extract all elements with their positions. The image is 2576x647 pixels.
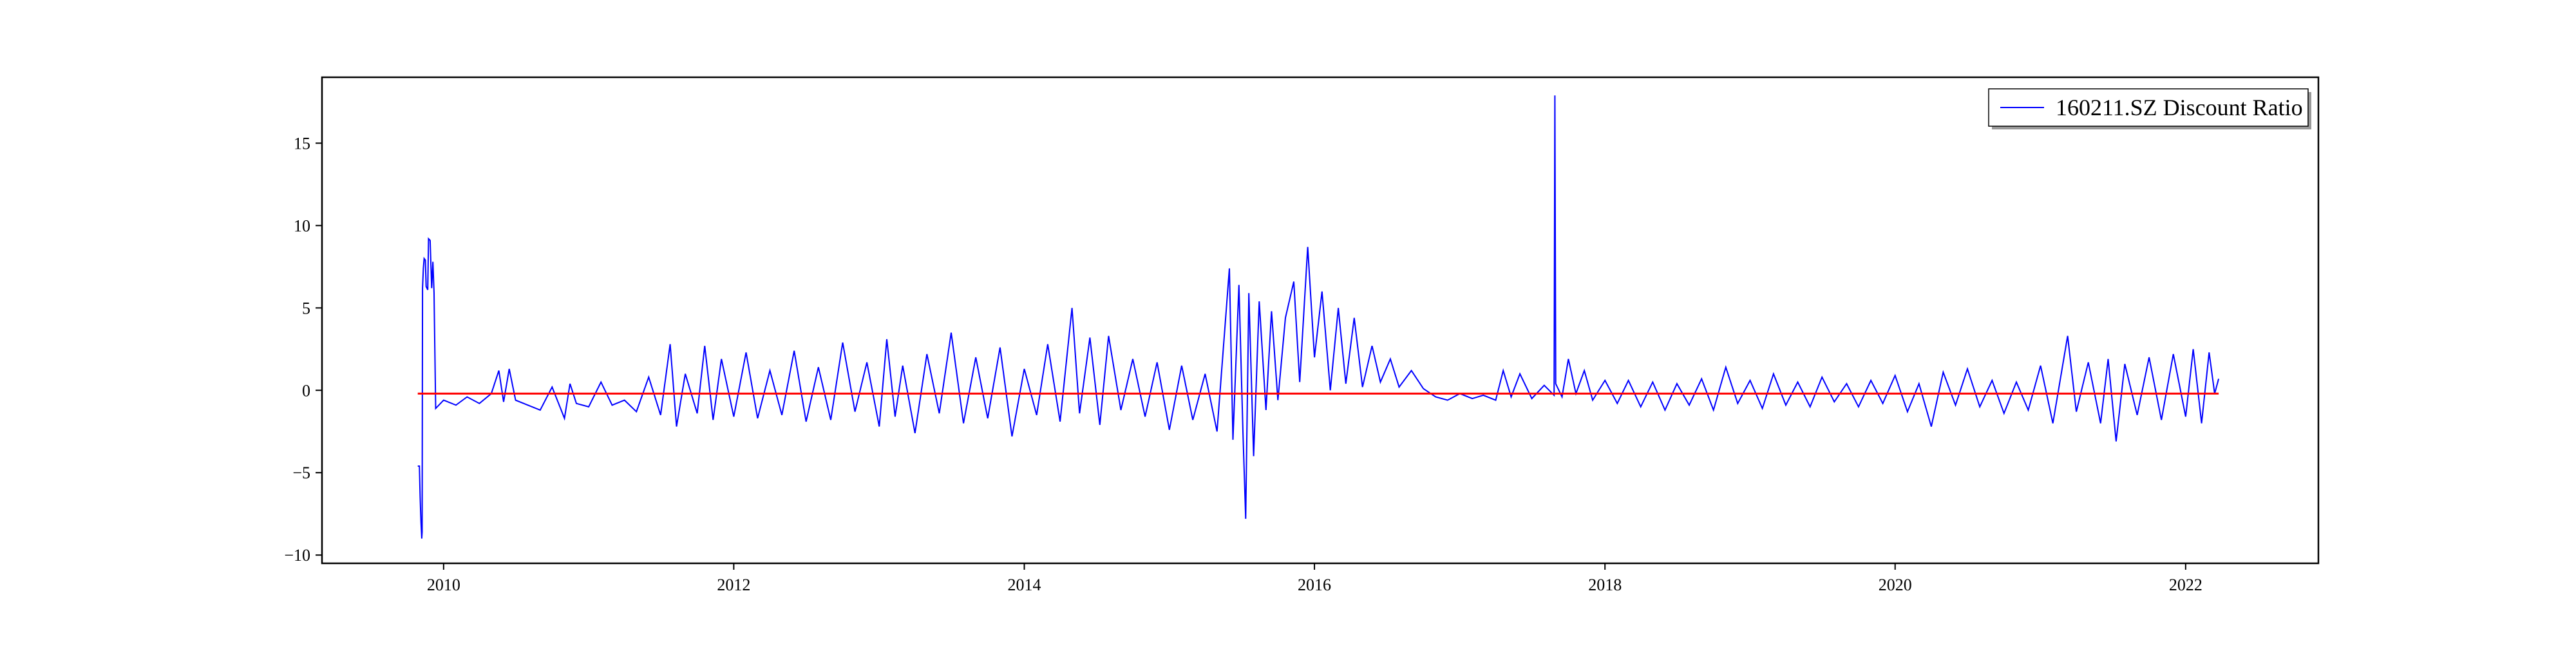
x-tick-label: 2012 [717,576,750,594]
legend-label: 160211.SZ Discount Ratio [2056,95,2303,120]
series-layer [417,95,2220,539]
y-tick-label: −10 [284,546,310,565]
x-tick-label: 2010 [427,576,460,594]
x-axis: 2010 2012 2014 2016 2018 2020 2022 [427,563,2202,594]
plot-frame [321,76,2320,565]
legend: 160211.SZ Discount Ratio [1988,88,2311,129]
x-tick-label: 2014 [1008,576,1041,594]
y-tick-label: 15 [294,134,310,153]
y-tick-label: 10 [294,216,310,235]
y-tick-label: −5 [292,464,310,482]
x-tick-label: 2018 [1588,576,1622,594]
series-line-discount-ratio [417,95,2220,539]
y-tick-label: 0 [302,381,310,400]
y-tick-label: 5 [302,299,310,317]
y-axis: −10 −5 0 5 10 15 [284,134,322,565]
x-tick-label: 2016 [1298,576,1331,594]
x-tick-label: 2022 [2169,576,2202,594]
x-tick-label: 2020 [1879,576,1912,594]
